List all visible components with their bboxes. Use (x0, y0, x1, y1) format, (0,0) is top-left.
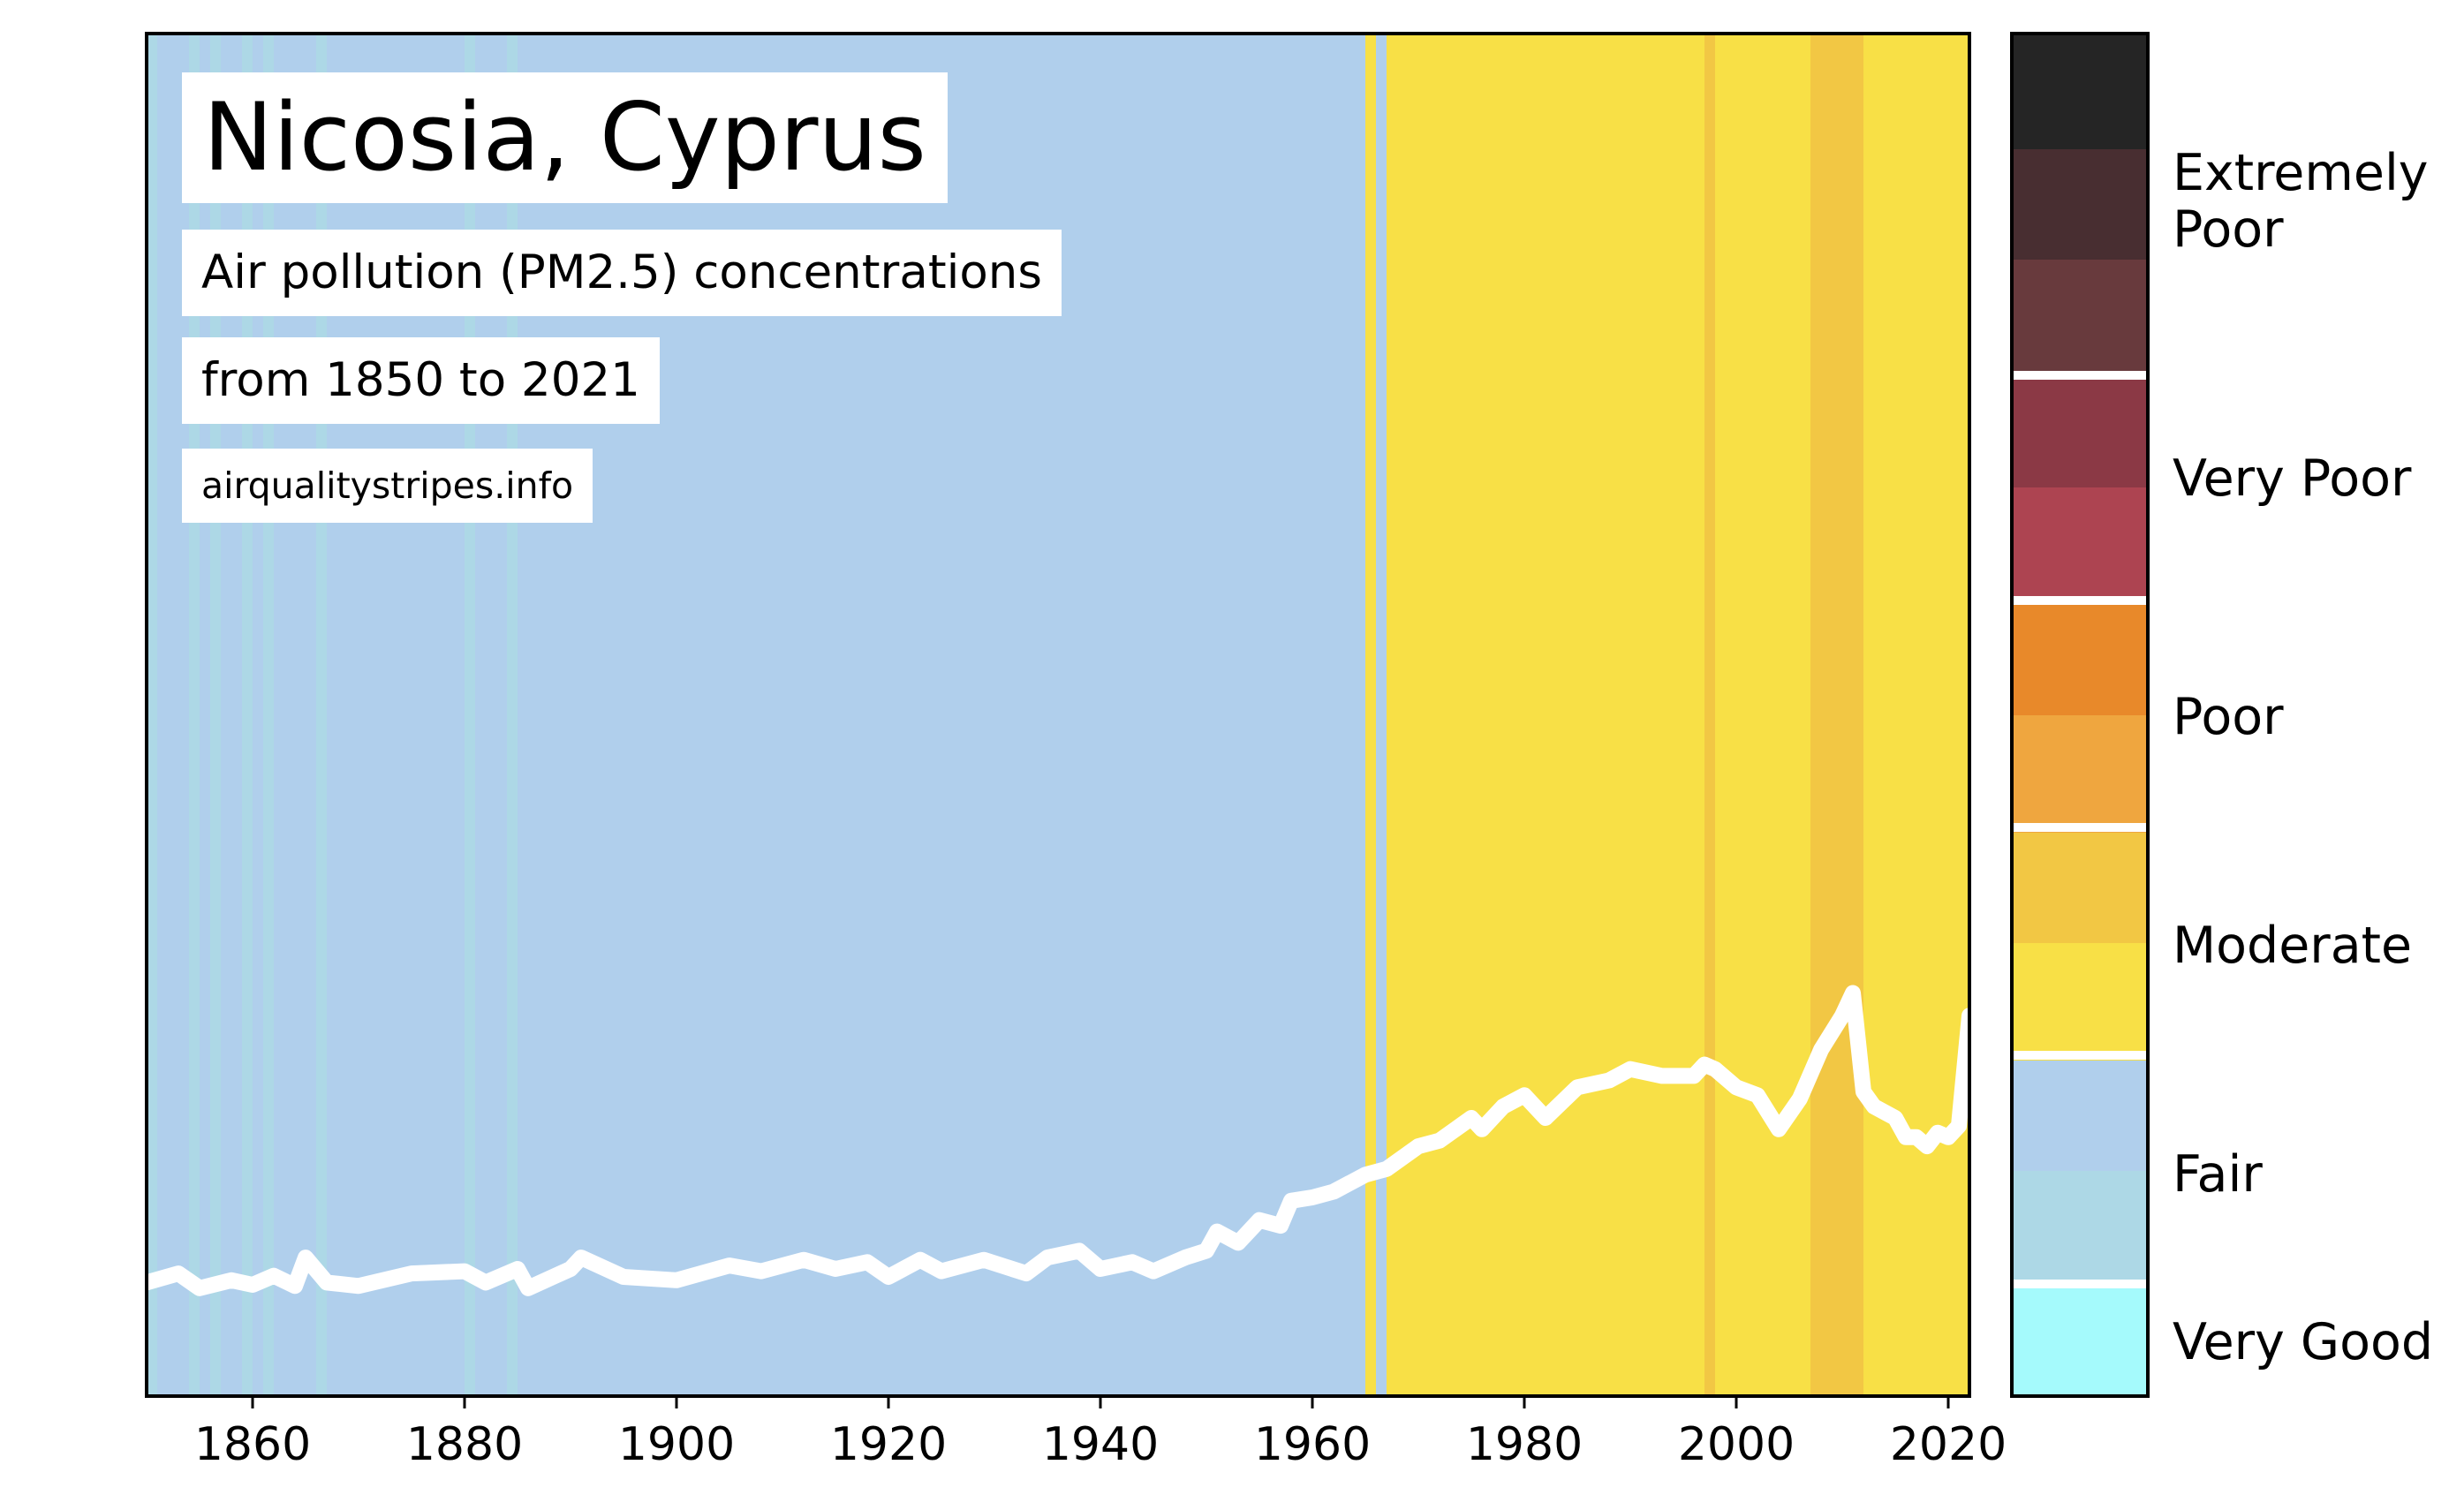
x-tick-label: 1920 (830, 1418, 947, 1471)
plot-frame (145, 32, 1971, 1398)
year-stripe (147, 34, 157, 1396)
x-tick-label: 2020 (1890, 1418, 2007, 1471)
legend-divider (2012, 1051, 2148, 1060)
legend-swatch (2012, 1061, 2148, 1171)
legend-divider (2012, 823, 2148, 832)
year-stripe (1704, 34, 1715, 1396)
pm25-line (147, 985, 1969, 1296)
legend-swatch (2012, 605, 2148, 715)
legend-label-poor: Poor (2173, 688, 2284, 746)
legend-label-extremely-poor: Extremely Poor (2173, 144, 2429, 259)
x-tick-label: 1960 (1254, 1418, 1371, 1471)
x-tick-label: 1860 (194, 1418, 311, 1471)
legend-swatch (2012, 1171, 2148, 1288)
legend-swatch (2012, 487, 2148, 605)
x-tick-label: 1980 (1466, 1418, 1583, 1471)
legend-swatch (2012, 943, 2148, 1061)
legend-label-very-good: Very Good (2173, 1313, 2434, 1371)
chart-subtitle: Air pollution (PM2.5) concentrations (182, 230, 1062, 316)
year-stripe (1365, 34, 1376, 1396)
legend-frame (2010, 32, 2150, 1398)
legend-swatch (2012, 1288, 2148, 1396)
source-link: airqualitystripes.info (182, 449, 593, 523)
year-stripe (1810, 34, 1863, 1396)
legend-label-moderate: Moderate (2173, 917, 2413, 975)
legend-swatch (2012, 377, 2148, 487)
legend-swatch (2012, 260, 2148, 377)
legend-divider (2012, 1280, 2148, 1288)
legend-label-fair: Fair (2173, 1145, 2263, 1204)
x-axis: 1860 1880 1900 1920 1940 1960 1980 2000 2020 (194, 1396, 2007, 1471)
color-legend (2010, 32, 2150, 1398)
legend-swatch (2012, 833, 2148, 943)
date-range: from 1850 to 2021 (182, 337, 660, 424)
x-tick-label: 1900 (618, 1418, 735, 1471)
legend-swatch (2012, 34, 2148, 149)
chart-title: Nicosia, Cyprus (182, 72, 948, 203)
legend-divider (2012, 596, 2148, 605)
x-tick-label: 1880 (406, 1418, 523, 1471)
legend-label-very-poor: Very Poor (2173, 449, 2412, 508)
legend-divider (2012, 371, 2148, 380)
legend-swatch (2012, 149, 2148, 260)
year-stripe (1387, 34, 1969, 1396)
x-tick-label: 2000 (1678, 1418, 1795, 1471)
legend-swatch (2012, 715, 2148, 833)
x-tick-label: 1940 (1042, 1418, 1159, 1471)
